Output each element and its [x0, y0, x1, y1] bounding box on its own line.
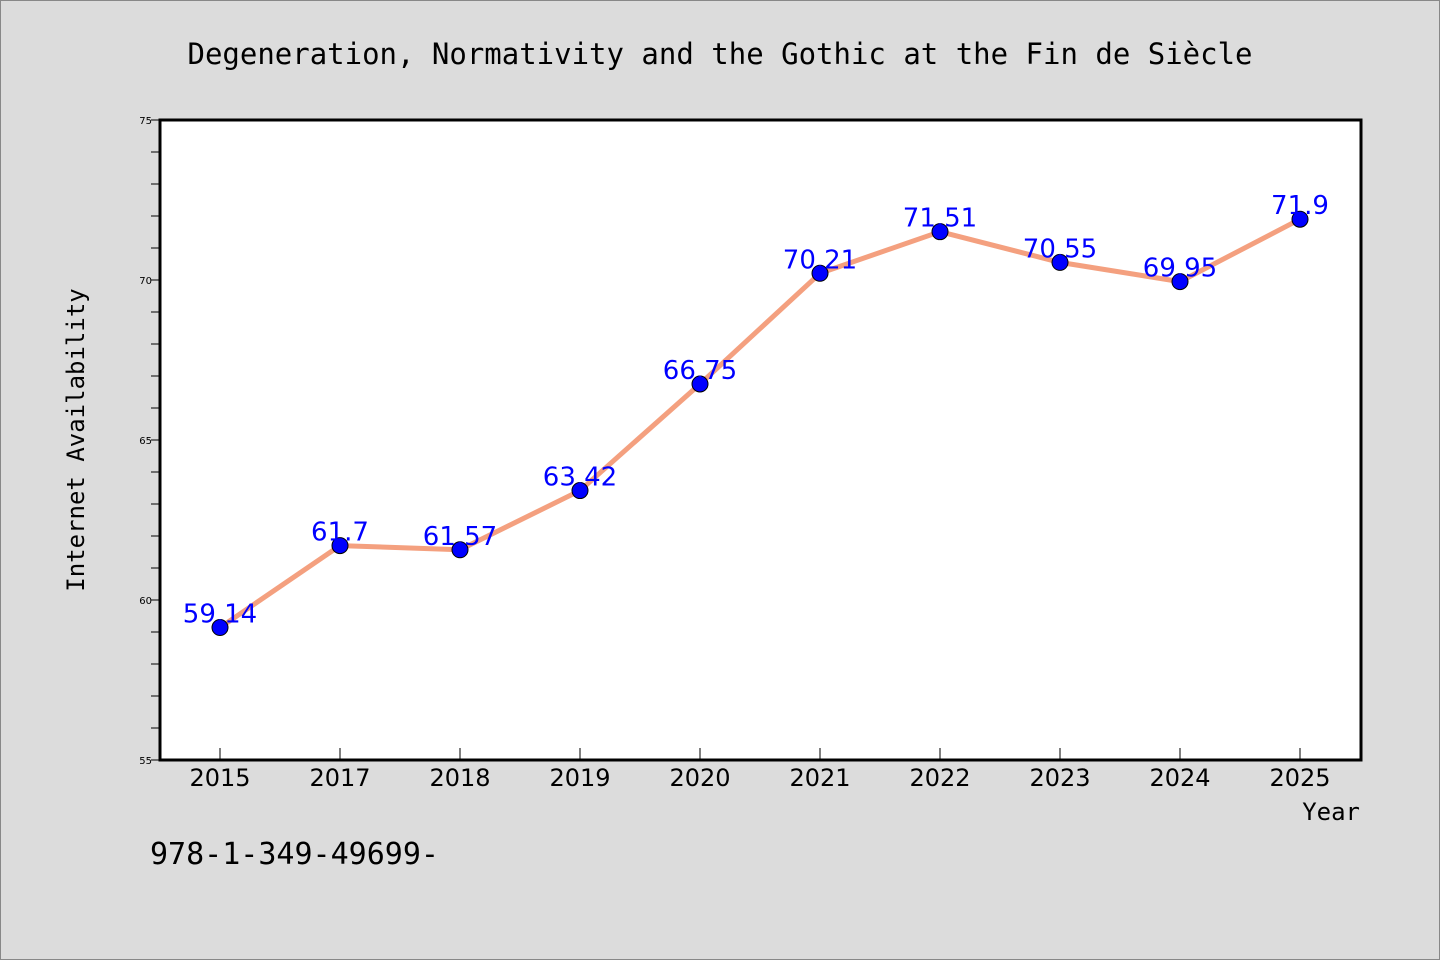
y-axis-ticks: 55 60 65 70 75: [139, 116, 160, 767]
data-point: [691, 375, 709, 393]
data-point: [571, 482, 589, 500]
data-label: 61.57: [423, 522, 497, 552]
y-axis-label: Internet Availability: [62, 288, 90, 591]
y-tick-label: 60: [139, 596, 152, 607]
x-tick-label: 2018: [429, 764, 490, 792]
x-tick-label: 2023: [1029, 764, 1090, 792]
data-label: 70.55: [1023, 234, 1097, 264]
x-tick-label: 2022: [909, 764, 970, 792]
x-axis-label: Year: [1302, 798, 1360, 826]
chart-title: Degeneration, Normativity and the Gothic…: [187, 37, 1252, 71]
data-point: [811, 264, 829, 282]
data-label: 71.9: [1271, 191, 1329, 221]
data-label: 70.21: [783, 245, 857, 275]
data-label: 69.95: [1143, 254, 1217, 284]
plot-area: [160, 120, 1361, 760]
y-tick-label: 75: [139, 116, 152, 127]
data-label: 66.75: [663, 356, 737, 386]
x-tick-label: 2019: [549, 764, 610, 792]
y-tick-label: 65: [139, 436, 152, 447]
x-tick-label: 2021: [789, 764, 850, 792]
data-label: 71.51: [903, 204, 977, 234]
series-layer: 59.14 61.7 61.57 63.42 66.75 70.21 71.51 70.55 6…: [183, 191, 1329, 637]
data-point: [211, 619, 229, 637]
x-tick-label: 2025: [1269, 764, 1330, 792]
data-label: 61.7: [311, 518, 369, 548]
series-line: [217, 216, 1303, 631]
y-tick-label: 70: [139, 276, 152, 287]
data-label: 63.42: [543, 463, 617, 493]
data-label: 59.14: [183, 600, 257, 630]
data-point: [1171, 273, 1189, 291]
x-tick-label: 2020: [669, 764, 730, 792]
data-point: [451, 541, 469, 559]
x-tick-label: 2017: [309, 764, 370, 792]
plot-frame: [158, 118, 1363, 762]
footnote: 978-1-349-49699-: [150, 837, 439, 872]
data-point: [1051, 253, 1069, 271]
data-point: [931, 223, 949, 241]
x-tick-label: 2024: [1149, 764, 1210, 792]
x-axis-ticks: 2015 2017 2018 2019 2020 2021 2022 2023 2024 2025: [189, 748, 1331, 792]
x-tick-label: 2015: [189, 764, 250, 792]
data-point: [331, 537, 349, 555]
data-point: [1291, 210, 1309, 228]
y-tick-label: 55: [139, 756, 152, 767]
